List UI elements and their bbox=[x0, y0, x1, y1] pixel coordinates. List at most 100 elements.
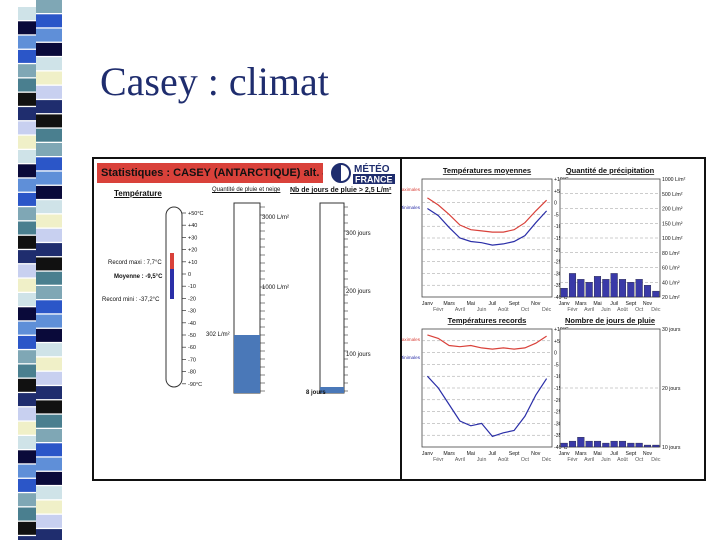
stripe-square bbox=[18, 536, 36, 540]
x-tick-label: Mai bbox=[467, 301, 475, 307]
y-tick-label: 200 L/m² bbox=[662, 207, 683, 213]
y-tick-label: -20 bbox=[554, 248, 562, 254]
y-tick-label: -10 bbox=[554, 224, 562, 230]
x-tick-label: Déc bbox=[651, 307, 661, 313]
rain-quantity-fill bbox=[234, 335, 260, 393]
series-label: Minimales bbox=[402, 205, 421, 210]
bar bbox=[610, 273, 618, 298]
stripe-square bbox=[36, 28, 62, 42]
stripe-square bbox=[36, 85, 62, 99]
thermo-tick-label: 0 bbox=[188, 272, 191, 278]
y-tick-label: 150 L/m² bbox=[662, 221, 683, 227]
stripe-square bbox=[36, 128, 62, 142]
y-tick-label: 80 L/m² bbox=[662, 251, 680, 257]
stripe-square bbox=[18, 21, 36, 35]
thermo-tick-label: -20 bbox=[188, 296, 196, 302]
stripe-square bbox=[18, 250, 36, 264]
x-tick-label: Sept bbox=[509, 451, 520, 457]
chart-title: Nombre de jours de pluie bbox=[565, 316, 655, 325]
series-label: Maximales bbox=[402, 187, 421, 192]
x-tick-label: Mai bbox=[593, 301, 601, 307]
x-tick-label: Sept bbox=[625, 301, 636, 307]
x-tick-label: Mai bbox=[593, 451, 601, 457]
mean-label: Moyenne : -9,5°C bbox=[114, 274, 163, 280]
x-tick-label: Janv bbox=[559, 451, 570, 457]
stripe-square bbox=[18, 178, 36, 192]
stripe-square bbox=[18, 407, 36, 421]
bar bbox=[602, 442, 610, 448]
chart-3: Températures records+10°C+50-5-10-15-20-… bbox=[402, 316, 569, 463]
stripe-square bbox=[36, 0, 62, 13]
stripe-square bbox=[36, 429, 62, 442]
stripe-square bbox=[18, 35, 36, 49]
thermo-tick-label: -90°C bbox=[188, 382, 202, 388]
x-tick-label: Sept bbox=[625, 451, 636, 457]
stripe-square bbox=[18, 164, 36, 178]
stripe-square bbox=[36, 157, 62, 171]
bar bbox=[652, 290, 660, 298]
bar bbox=[602, 279, 610, 298]
bar bbox=[585, 282, 593, 298]
chart-4: Nombre de jours de pluie 30 jours 20 jours… bbox=[559, 316, 681, 463]
stripe-square bbox=[36, 343, 62, 357]
thermometer-ticks: +50°C +40 +30 +20 +10 0 -10 -20 -30 -40 -50 -60 -70 -… bbox=[182, 211, 204, 388]
y-tick-label: -35 bbox=[554, 433, 562, 439]
x-tick-label: Sept bbox=[509, 301, 520, 307]
rain-days-fill bbox=[320, 387, 344, 393]
days-tick-200: 200 jours bbox=[346, 289, 371, 295]
y-tick-label: 1000 L/m² bbox=[662, 177, 686, 183]
bar bbox=[643, 285, 652, 298]
rain-days-label: Nb de jours de pluie > 2,5 L/m² bbox=[290, 187, 392, 194]
thermo-tick-label: -60 bbox=[188, 345, 196, 351]
x-tick-label: Nov bbox=[531, 301, 541, 307]
y-tick-label: 20 jours bbox=[662, 386, 681, 392]
series-label: Maximales bbox=[402, 337, 421, 342]
x-tick-label: Nov bbox=[531, 451, 541, 457]
stripe-square bbox=[18, 393, 36, 407]
thermo-tick-label: -50 bbox=[188, 333, 196, 339]
x-tick-label: Avril bbox=[584, 307, 594, 313]
stripe-square bbox=[18, 335, 36, 349]
stripe-square bbox=[36, 14, 62, 28]
thermo-tick-label: +40 bbox=[188, 223, 197, 229]
y-tick-label: 60 L/m² bbox=[662, 266, 680, 272]
bar bbox=[577, 279, 585, 298]
stripe-square bbox=[18, 121, 36, 135]
y-tick-label: 0 bbox=[554, 351, 557, 357]
x-tick-label: Déc bbox=[542, 307, 552, 313]
x-tick-label: Mai bbox=[467, 451, 475, 457]
stripe-square bbox=[18, 378, 36, 392]
qty-tick-value: 302 L/m² bbox=[206, 332, 230, 338]
stripe-square bbox=[18, 235, 36, 249]
y-tick-label: 30 jours bbox=[662, 327, 681, 333]
stripe-square bbox=[36, 114, 62, 128]
chart-2: Quantité de précipitation 1000 L/m² 500 L/… bbox=[559, 166, 686, 313]
logo-line1: MÉTÉO bbox=[354, 162, 390, 175]
stripe-square bbox=[18, 364, 36, 378]
series-line-max bbox=[427, 334, 547, 350]
y-tick-label: -30 bbox=[554, 271, 562, 277]
bar bbox=[618, 279, 627, 298]
series-line-max bbox=[427, 197, 548, 233]
stripe-square bbox=[36, 57, 62, 71]
stripe-square bbox=[18, 264, 36, 278]
rain-days-gauge: 300 jours 200 jours 100 jours 8 jours bbox=[306, 202, 371, 396]
record-max-label: Record maxi : 7,7°C bbox=[108, 260, 162, 266]
bar bbox=[627, 282, 635, 298]
days-tick-100: 100 jours bbox=[346, 352, 371, 358]
stripe-square bbox=[18, 92, 36, 106]
x-tick-label: Oct bbox=[635, 457, 644, 463]
stripe-square bbox=[36, 214, 62, 228]
series-line-min bbox=[427, 207, 548, 246]
y-tick-label: -5 bbox=[554, 212, 559, 218]
station-graphics: +50°C +40 +30 +20 +10 0 -10 -20 -30 -40 -50 -60 -70 -… bbox=[102, 202, 371, 396]
y-tick-label: -10 bbox=[554, 374, 562, 380]
stripe-square bbox=[18, 450, 36, 464]
stripe-square bbox=[18, 135, 36, 149]
x-tick-label: Mars bbox=[443, 301, 455, 307]
stripe-square bbox=[36, 457, 62, 471]
stripe-square bbox=[36, 386, 62, 400]
bar bbox=[652, 444, 660, 448]
stripe-square bbox=[36, 371, 62, 385]
thermo-tick-label: -80 bbox=[188, 370, 196, 376]
